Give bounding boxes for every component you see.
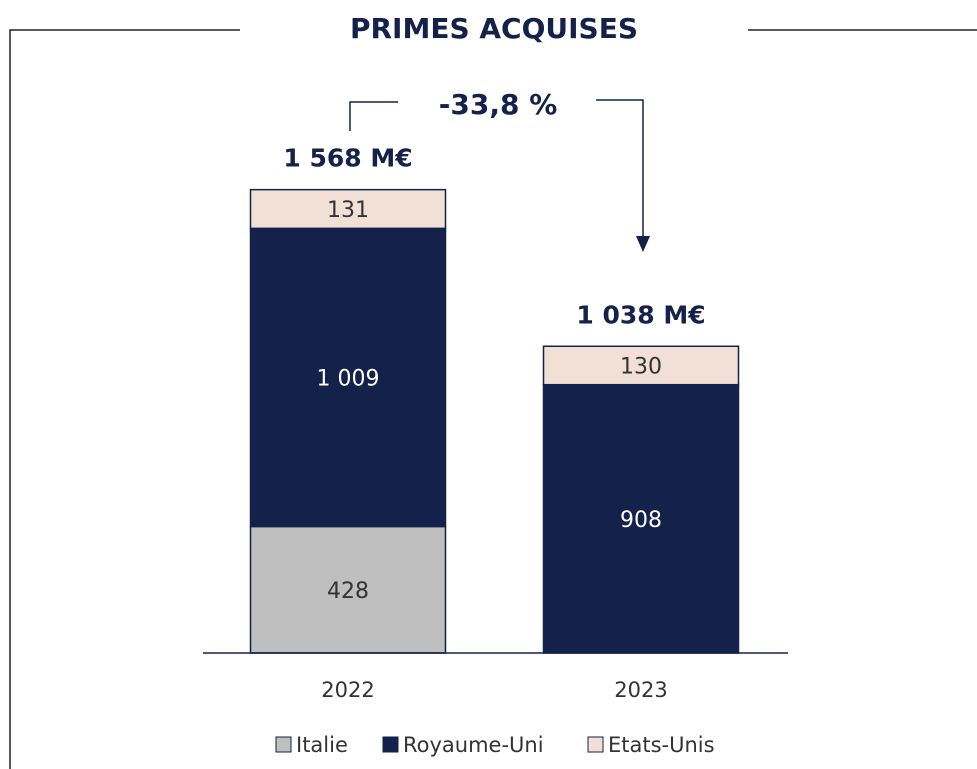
value-label: 1 009: [317, 366, 380, 391]
value-label: 908: [620, 508, 662, 533]
arrow-head: [636, 236, 650, 252]
change-bracket: [349, 99, 644, 238]
legend-swatch: [587, 736, 604, 753]
bar-segment: [249, 188, 447, 230]
total-label: 1 568 M€: [283, 144, 412, 173]
legend-swatch: [275, 736, 292, 753]
legend-label: Royaume-Uni: [403, 733, 544, 757]
total-label: 1 038 M€: [576, 300, 705, 329]
x-tick-label: 2022: [321, 678, 374, 702]
change-annotation: -33,8 %: [439, 88, 558, 121]
frame: [9, 29, 977, 769]
x-tick-label: 2023: [614, 678, 667, 702]
legend-swatch: [382, 736, 399, 753]
legend-label: Etats-Unis: [608, 733, 715, 757]
legend-label: Italie: [296, 733, 348, 757]
value-label: 131: [327, 198, 369, 223]
value-label: 428: [327, 579, 369, 604]
bar-segment: [249, 525, 447, 654]
value-label: 130: [620, 354, 662, 379]
chart-title: PRIMES ACQUISES: [350, 12, 638, 45]
bar-segment: [542, 345, 740, 386]
bar-segment: [542, 383, 740, 654]
